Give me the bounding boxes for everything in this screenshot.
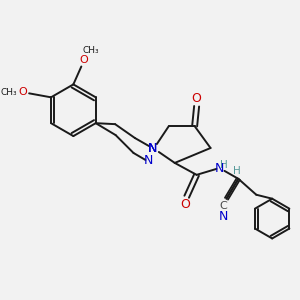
Text: N: N xyxy=(148,142,158,154)
Text: N: N xyxy=(215,162,224,176)
Text: CH₃: CH₃ xyxy=(1,88,18,97)
Text: H: H xyxy=(232,166,240,176)
Text: O: O xyxy=(79,55,88,64)
Text: N: N xyxy=(144,154,153,167)
Text: O: O xyxy=(192,92,202,105)
Text: O: O xyxy=(19,87,28,97)
Text: N: N xyxy=(148,142,158,154)
Text: N: N xyxy=(219,210,228,223)
Text: CH₃: CH₃ xyxy=(83,46,100,55)
Text: O: O xyxy=(180,198,190,211)
Text: N: N xyxy=(148,142,158,154)
Text: H: H xyxy=(220,160,227,170)
Text: C: C xyxy=(220,201,227,211)
